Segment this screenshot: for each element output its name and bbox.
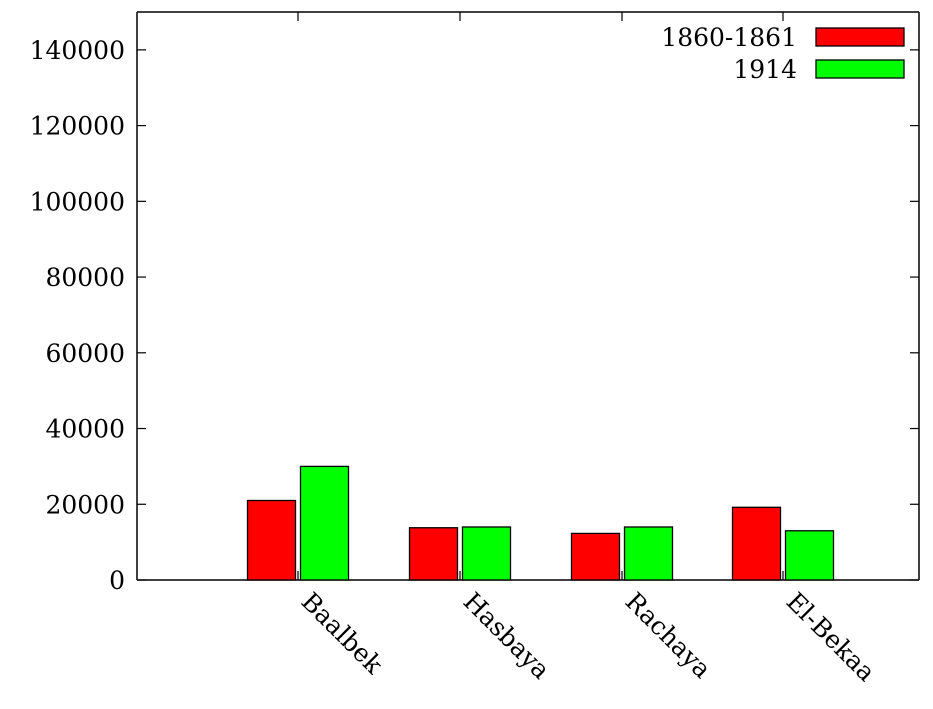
bar-1860-1861-Rachaya <box>570 532 621 581</box>
y-tick-label: 140000 <box>30 36 125 65</box>
y-tick-label: 20000 <box>45 490 125 519</box>
y-tick-label: 60000 <box>45 339 125 368</box>
x-tick-label: Rachaya <box>620 587 717 684</box>
y-tick-label: 100000 <box>30 187 125 216</box>
legend: 1860-1861 1914 <box>661 23 905 84</box>
legend-swatch <box>815 27 905 47</box>
bar-1860-1861-El-Bekaa <box>731 506 782 581</box>
y-tick-label: 80000 <box>45 263 125 292</box>
bar-1860-1861-Baalbek <box>246 499 297 581</box>
y-tick-label: 0 <box>109 566 125 595</box>
x-tick-label: El-Bekaa <box>781 587 881 687</box>
legend-label: 1860-1861 <box>661 23 797 52</box>
legend-label: 1914 <box>733 55 797 84</box>
legend-swatch <box>815 59 905 79</box>
axes <box>136 11 920 581</box>
bars <box>246 465 835 581</box>
bar-1914-Baalbek <box>299 465 350 581</box>
x-tick-label: Baalbek <box>296 587 389 680</box>
y-tick-label: 120000 <box>30 112 125 141</box>
bar-1914-El-Bekaa <box>784 530 835 581</box>
axis-labels: 0 20000 40000 60000 80000 100000 120000 140000 B… <box>30 36 882 687</box>
y-tick-label: 40000 <box>45 415 125 444</box>
bar-1914-Rachaya <box>623 526 674 581</box>
x-tick-label: Hasbaya <box>458 587 556 685</box>
bar-1914-Hasbaya <box>461 526 512 581</box>
bar-1860-1861-Hasbaya <box>408 527 459 581</box>
